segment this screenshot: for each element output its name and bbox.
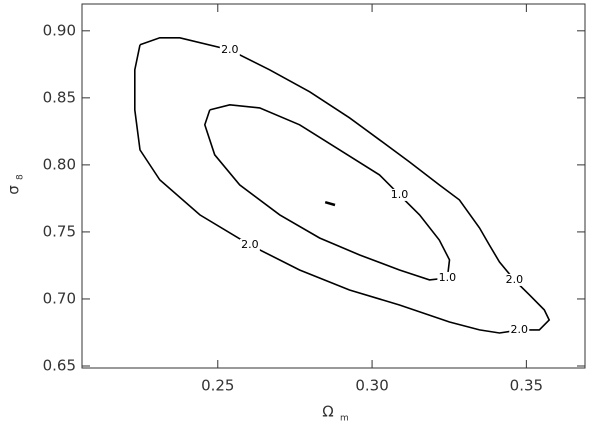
contour-label: 1.0 xyxy=(391,188,409,201)
y-tick-label: 0.80 xyxy=(43,155,76,173)
plot-frame xyxy=(81,3,586,369)
y-tick-label: 0.85 xyxy=(43,88,76,106)
y-label-symbol: σ xyxy=(5,185,23,195)
contour-label: 2.0 xyxy=(506,273,524,286)
contour-label: 2.0 xyxy=(241,238,259,251)
contour-label-bg xyxy=(239,238,260,251)
contour-label-bg xyxy=(504,273,525,286)
y-tick-label: 0.65 xyxy=(43,356,76,374)
x-tick-label: 0.30 xyxy=(355,377,388,395)
y-label-subscript: 8 xyxy=(16,174,26,180)
contour-line xyxy=(134,37,551,334)
x-label-symbol: Ω xyxy=(322,403,333,421)
contour-label-bg xyxy=(389,188,410,201)
contour-label-bg xyxy=(509,323,530,336)
contour-label-bg xyxy=(219,43,240,56)
contour-label: 1.0 xyxy=(439,271,457,284)
y-axis-label: σ 8 xyxy=(5,174,26,195)
best-fit xyxy=(324,200,336,207)
contour-label-bg xyxy=(437,271,458,284)
contour-line xyxy=(203,103,451,281)
contour-label: 2.0 xyxy=(511,323,529,336)
x-tick-label: 0.35 xyxy=(510,377,543,395)
x-axis-label: Ω m xyxy=(322,403,349,424)
x-label-subscript: m xyxy=(340,414,349,424)
y-tick-label: 0.70 xyxy=(43,289,76,307)
y-tick-label: 0.90 xyxy=(43,21,76,39)
contour-label: 2.0 xyxy=(221,43,239,56)
x-tick-label: 0.25 xyxy=(201,377,234,395)
y-tick-label: 0.75 xyxy=(43,222,76,240)
